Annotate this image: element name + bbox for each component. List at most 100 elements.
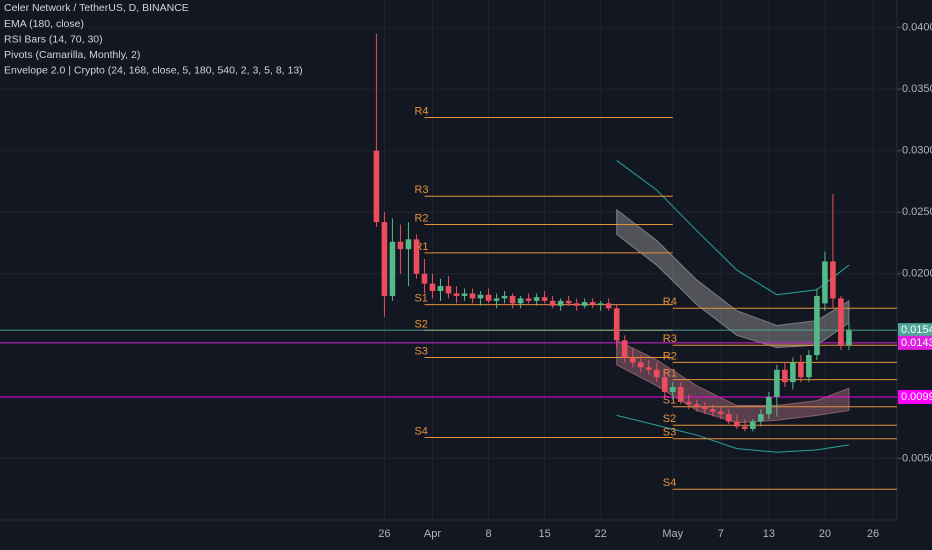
candle-body [629,357,636,363]
pivot-label: R4 [414,105,428,117]
candle-body [485,294,492,301]
price-label-box [898,335,932,350]
indicator-label: RSI Bars (14, 70, 30) [4,33,103,45]
x-tick-label: 20 [819,528,831,540]
candle-body [838,298,844,346]
candle-body [750,421,756,429]
candle-body [429,283,436,292]
chart-title: Celer Network / TetherUS, D, BINANCE [4,2,189,14]
candle-body [669,387,676,392]
candle-body [830,261,836,299]
candle-body [790,362,796,383]
candle-body [541,297,548,301]
candle-body [477,294,484,299]
price-label: 0.01542 [901,324,932,336]
candle-body [846,330,852,346]
candle-body [613,308,620,341]
x-tick-label: Apr [424,528,441,540]
candle-body [565,300,572,304]
indicator-label: Pivots (Camarilla, Monthly, 2) [4,49,140,61]
candle-body [718,411,724,415]
candle-body [685,401,692,405]
pivot-label: R1 [663,368,677,380]
candle-body [557,300,564,306]
candle-body [734,421,740,427]
candle-body [637,362,644,368]
candle-body [469,293,476,299]
candle-body [517,298,524,304]
candle-body [525,298,532,301]
candle-body [806,355,812,378]
x-tick-label: 22 [595,528,607,540]
candle-body [742,426,748,429]
indicator-label: Envelope 2.0 | Crypto (24, 168, close, 5… [4,64,303,76]
pivot-label: S2 [414,318,427,330]
pivot-label: S2 [663,413,676,425]
candle-body [389,241,396,296]
candle-body [397,241,404,250]
candle-body [693,404,700,407]
price-label: 0.01439 [901,337,932,349]
y-tick-label: 0.03500 [902,83,932,95]
pivot-label: S3 [414,345,427,357]
candle-body [509,295,516,304]
pivot-label: R3 [414,184,428,196]
candle-body [461,293,468,296]
candle-body [798,362,804,378]
price-label-box [898,323,932,338]
candle-body [621,340,628,358]
candle-body [677,387,684,402]
candle-body [782,369,788,383]
x-tick-label: 26 [867,528,879,540]
candle-body [373,150,380,223]
x-tick-label: 8 [485,528,491,540]
indicator-label: EMA (180, close) [4,18,84,30]
candle-body [701,406,708,410]
x-tick-label: May [662,528,683,540]
candle-body [581,302,588,306]
candle-body [822,261,828,304]
candle-body [573,303,580,306]
pivot-label: R2 [414,212,428,224]
price-label: 0.00999 [901,391,932,403]
candle-body [814,295,820,356]
candle-body [709,409,716,412]
y-tick-label: 0.02000 [902,268,932,280]
candle-body [597,303,604,305]
candle-body [549,300,556,306]
candle-body [653,369,660,378]
candle-body [758,414,764,422]
candle-body [421,273,428,284]
x-tick-label: 13 [763,528,775,540]
pivot-label: S3 [663,427,676,439]
pivot-label: S4 [414,425,427,437]
candle-body [726,414,732,422]
y-tick-label: 0.03000 [902,145,932,157]
y-tick-label: 0.00500 [902,452,932,464]
x-tick-label: 26 [378,528,390,540]
pivot-label: S4 [663,477,676,489]
pivot-label: S1 [414,292,427,304]
candle-body [493,298,500,301]
candle-body [766,396,772,415]
candle-body [533,297,540,301]
candle-body [405,239,412,250]
candle-body [413,239,420,274]
candle-body [501,295,508,299]
pivot-label: R3 [663,333,677,345]
candle-body [453,293,460,296]
x-tick-label: 15 [538,528,550,540]
pivot-label: R2 [663,350,677,362]
candle-body [437,286,444,292]
candle-body [774,369,780,397]
candle-body [445,286,452,294]
y-tick-label: 0.02500 [902,206,932,218]
envelope-line [616,414,850,453]
pivot-label: R4 [663,296,677,308]
candle-body [645,367,652,370]
candle-body [381,222,388,296]
candle-body [605,303,612,309]
